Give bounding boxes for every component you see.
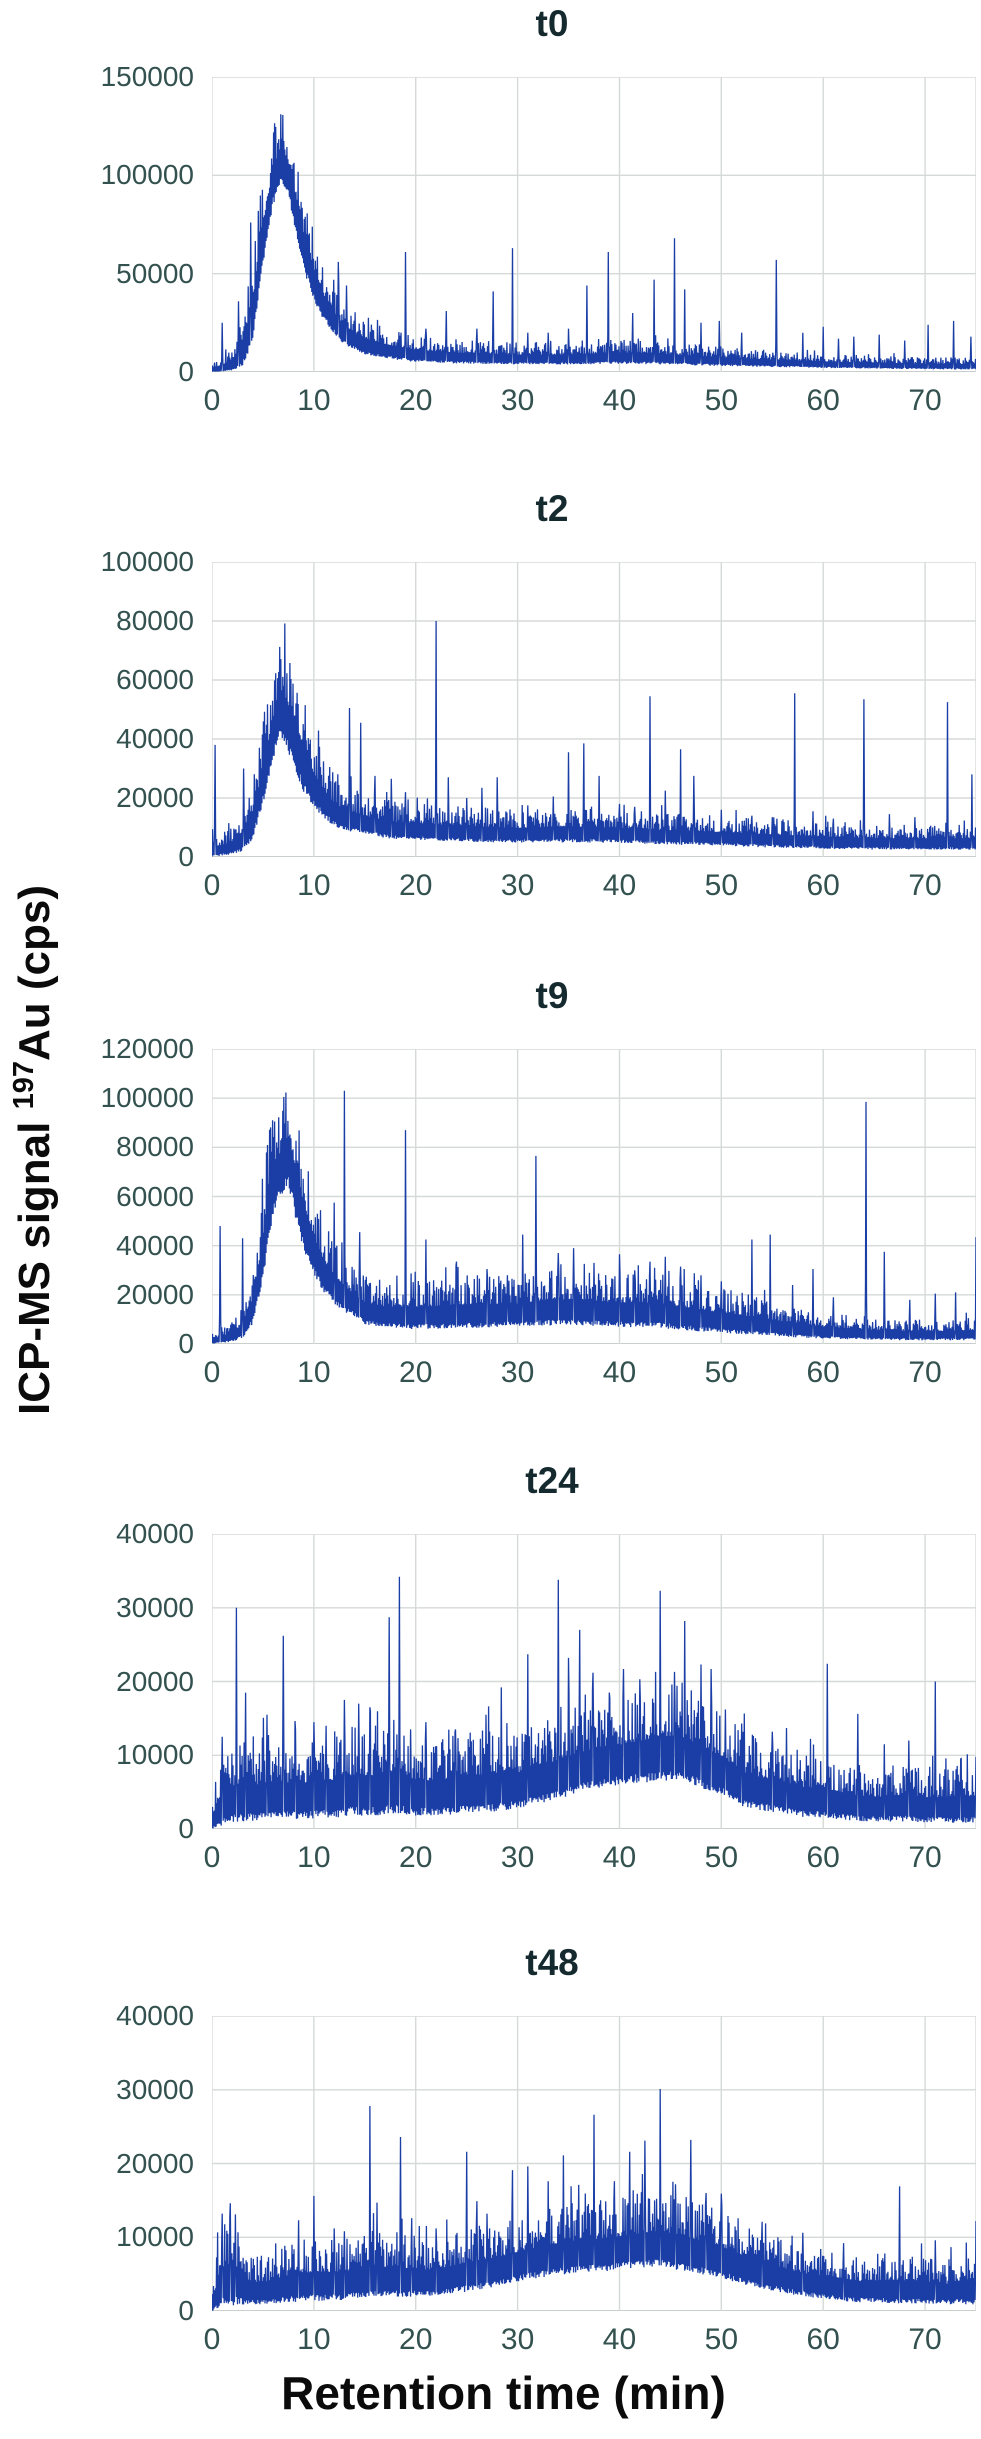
x-tick-label: 0 (203, 1841, 221, 1874)
y-tick-label: 80000 (116, 1131, 194, 1163)
x-tick-label: 0 (203, 869, 221, 902)
y-tick-label: 100000 (100, 1082, 194, 1114)
y-tick-label: 120000 (100, 1033, 194, 1064)
y-tick-label: 50000 (116, 257, 194, 289)
x-tick-label: 40 (602, 384, 637, 417)
y-tick-label: 0 (178, 1328, 194, 1359)
x-tick-label: 40 (602, 869, 637, 902)
x-tick-label: 30 (500, 1356, 535, 1389)
y-tick-label: 100000 (100, 546, 194, 577)
chart-section-t24: t24 0 10000 20000 30000 40000 0 10 20 30 40 50 60 7… (0, 1460, 981, 1930)
y-tick-label: 20000 (116, 1665, 194, 1697)
plot-area (212, 77, 976, 372)
x-tick-label: 0 (203, 384, 221, 417)
x-tick-label: 60 (806, 2323, 840, 2356)
chart-section-t2: t2 0 20000 40000 60000 80000 100000 0 10 20 30 40… (0, 488, 981, 958)
y-tick-label: 0 (178, 841, 194, 872)
x-tick-label: 70 (908, 384, 942, 417)
chromatogram-plot-t2 (212, 562, 976, 857)
y-tick-label: 80000 (116, 605, 194, 636)
x-tick-label: 70 (908, 869, 942, 902)
y-tick-label: 40000 (116, 1229, 194, 1261)
x-tick-label: 10 (297, 1841, 331, 1874)
chromatogram-plot-t48 (212, 2016, 976, 2311)
x-tick-label: 50 (704, 869, 739, 902)
x-tick-label: 20 (399, 869, 433, 902)
chromatogram-plot-t0 (212, 77, 976, 372)
x-tick-label: 60 (806, 384, 840, 417)
y-tick-label: 20000 (116, 782, 194, 813)
x-tick-label: 70 (908, 1841, 942, 1874)
chart-section-t48: t48 0 10000 20000 30000 40000 0 10 20 30 40 50 60 7… (0, 1942, 981, 2412)
x-tick-label: 30 (500, 384, 535, 417)
x-tick-label: 40 (602, 2323, 637, 2356)
x-axis-label: Retention time (min) (281, 2367, 726, 2419)
y-tick-label: 40000 (116, 2000, 194, 2031)
x-tick-label: 10 (297, 384, 331, 417)
plot-area (212, 562, 976, 857)
chart-section-t9: t9 0 20000 40000 60000 80000 100000 120000 0 10… (0, 975, 981, 1445)
chart-title: t0 (535, 3, 569, 44)
x-tick-label: 30 (500, 869, 535, 902)
chart-title: t9 (535, 975, 569, 1016)
x-tick-label: 70 (908, 2323, 942, 2356)
x-tick-label: 50 (704, 2323, 739, 2356)
trace-path (212, 1576, 976, 1829)
y-tick-label: 60000 (116, 1180, 194, 1212)
chart-title: t48 (525, 1942, 579, 1983)
x-tick-label: 60 (806, 1356, 840, 1389)
x-tick-label: 10 (297, 869, 331, 902)
x-tick-label: 50 (704, 384, 739, 417)
x-tick-label: 0 (203, 2323, 221, 2356)
x-tick-label: 60 (806, 869, 840, 902)
x-tick-label: 70 (908, 1356, 942, 1389)
x-tick-label: 60 (806, 1841, 840, 1874)
trace-path (212, 2088, 976, 2311)
y-tick-label: 150000 (100, 61, 194, 92)
y-tick-label: 30000 (116, 2073, 194, 2105)
chart-title: t24 (525, 1460, 579, 1501)
y-tick-label: 100000 (100, 159, 194, 191)
x-tick-label: 10 (297, 1356, 331, 1389)
plot-area (212, 2016, 976, 2311)
chromatogram-plot-t9 (212, 1049, 976, 1344)
y-tick-label: 0 (178, 1813, 194, 1844)
x-tick-label: 30 (500, 2323, 535, 2356)
trace-path (212, 1090, 976, 1344)
y-tick-label: 10000 (116, 1739, 194, 1771)
y-tick-label: 30000 (116, 1591, 194, 1623)
y-tick-label: 60000 (116, 664, 194, 695)
y-tick-label: 0 (178, 356, 194, 387)
y-tick-label: 10000 (116, 2221, 194, 2253)
y-tick-label: 0 (178, 2295, 194, 2326)
chart-section-t0: t0 0 50000 100000 150000 0 10 20 30 40 50 60 70 (0, 3, 981, 473)
x-tick-label: 10 (297, 2323, 331, 2356)
x-tick-label: 20 (399, 2323, 433, 2356)
x-tick-label: 20 (399, 1841, 433, 1874)
x-tick-label: 0 (203, 1356, 221, 1389)
plot-area (212, 1534, 976, 1829)
trace-path (212, 114, 976, 372)
x-tick-label: 40 (602, 1841, 637, 1874)
chart-title: t2 (535, 488, 569, 529)
y-tick-label: 40000 (116, 1518, 194, 1549)
x-tick-label: 30 (500, 1841, 535, 1874)
plot-area (212, 1049, 976, 1344)
x-tick-label: 20 (399, 384, 433, 417)
x-tick-label: 40 (602, 1356, 637, 1389)
y-tick-label: 40000 (116, 723, 194, 754)
trace-path (212, 620, 976, 857)
x-tick-label: 50 (704, 1356, 739, 1389)
x-tick-label: 50 (704, 1841, 739, 1874)
chromatogram-plot-t24 (212, 1534, 976, 1829)
x-tick-label: 20 (399, 1356, 433, 1389)
y-tick-label: 20000 (116, 1278, 194, 1310)
y-tick-label: 20000 (116, 2147, 194, 2179)
